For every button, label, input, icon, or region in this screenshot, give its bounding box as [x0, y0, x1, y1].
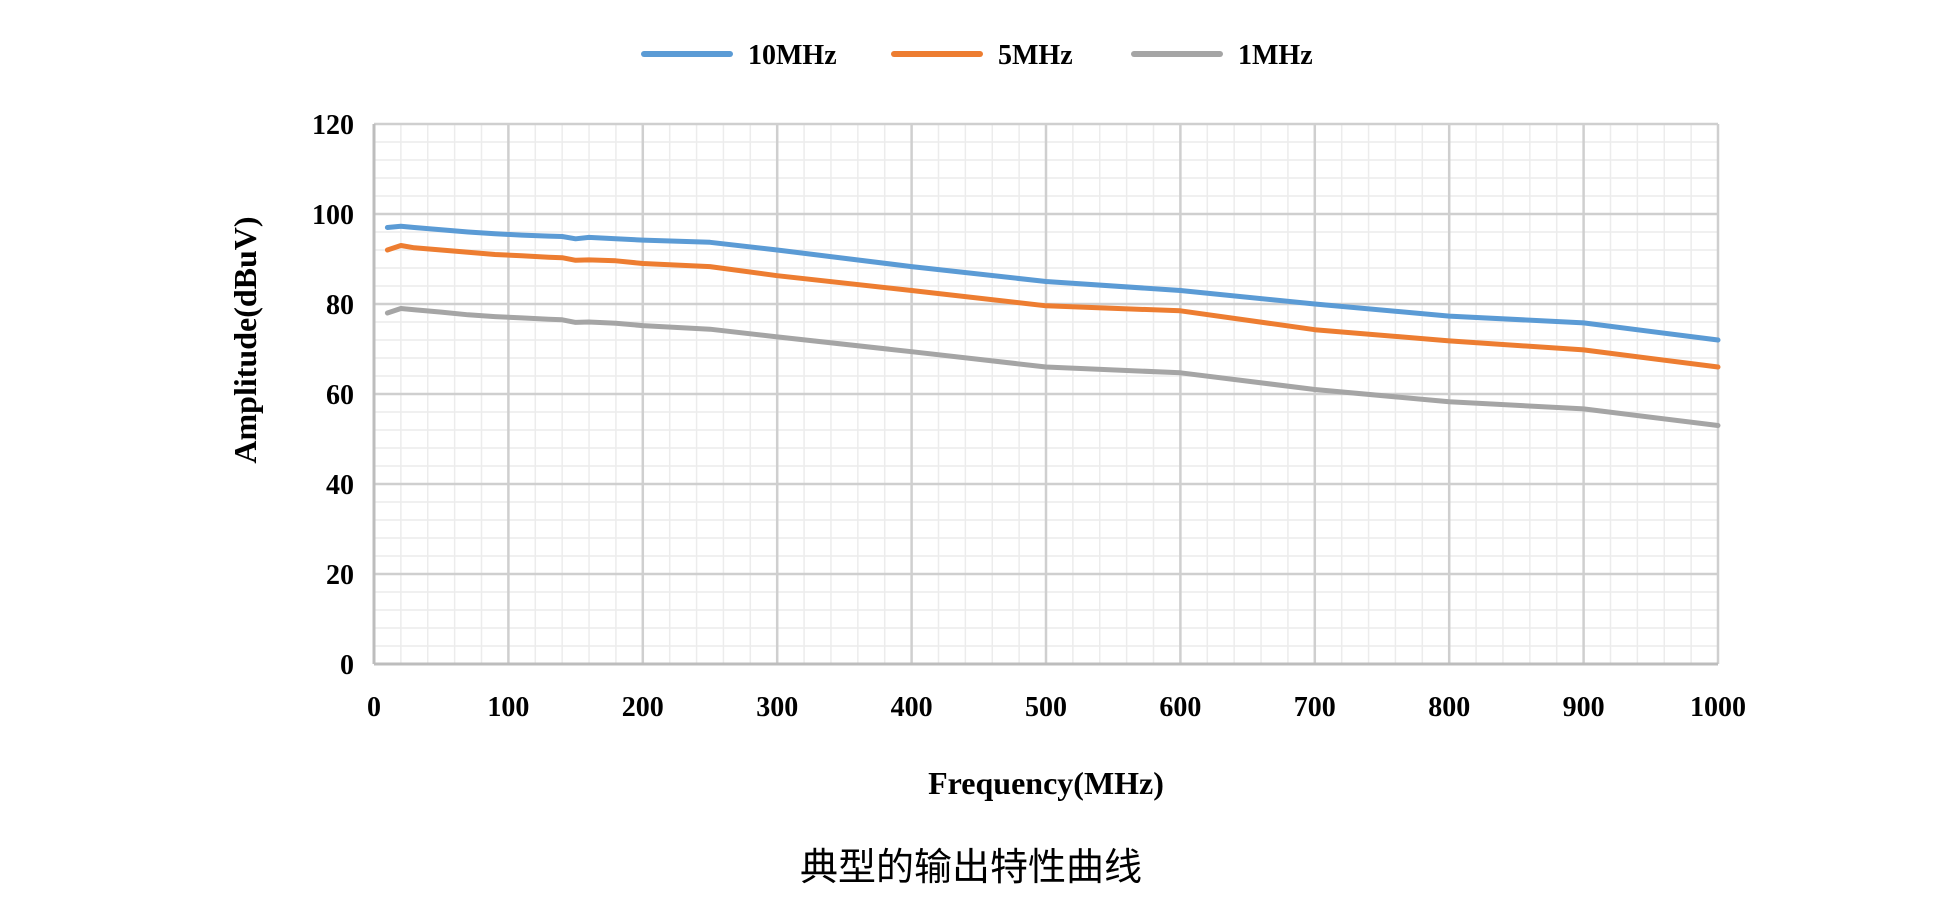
series-line-5MHz [384, 243, 1721, 370]
x-tick-label: 200 [622, 692, 664, 723]
x-tick-label: 500 [1025, 692, 1067, 723]
x-tick-label: 100 [487, 692, 529, 723]
y-tick-label: 40 [326, 470, 354, 501]
legend-label-10MHz: 10MHz [748, 40, 837, 71]
y-tick-label: 60 [326, 380, 354, 411]
y-tick-label: 0 [340, 650, 354, 681]
x-tick-label: 300 [756, 692, 798, 723]
legend-label-1MHz: 1MHz [1238, 40, 1313, 71]
axes [372, 124, 1718, 666]
y-tick-label: 120 [312, 110, 354, 141]
x-tick-label: 0 [367, 692, 381, 723]
legend-label-5MHz: 5MHz [998, 40, 1073, 71]
x-axis-title: Frequency(MHz) [928, 765, 1164, 801]
major-gridlines [372, 122, 1720, 666]
y-tick-label: 100 [312, 200, 354, 231]
x-tick-label: 400 [891, 692, 933, 723]
series-lines [384, 223, 1721, 428]
y-tick-labels: 0 20 40 60 80 100 120 [312, 110, 354, 681]
x-tick-label: 1000 [1690, 692, 1746, 723]
x-tick-label: 700 [1294, 692, 1336, 723]
x-tick-label: 800 [1428, 692, 1470, 723]
x-tick-label: 600 [1159, 692, 1201, 723]
y-tick-label: 80 [326, 290, 354, 321]
x-tick-label: 900 [1563, 692, 1605, 723]
y-tick-label: 20 [326, 560, 354, 591]
series-line-1MHz [384, 306, 1721, 428]
legend: 10MHz 5MHz 1MHz [641, 40, 1313, 71]
series-line-10MHz [384, 223, 1721, 343]
figure-caption: 典型的输出特性曲线 [800, 845, 1142, 889]
y-axis-title: Amplitude(dBuV) [227, 216, 263, 463]
x-tick-labels: 0 100 200 300 400 500 600 700 800 900 1000 [367, 692, 1746, 723]
